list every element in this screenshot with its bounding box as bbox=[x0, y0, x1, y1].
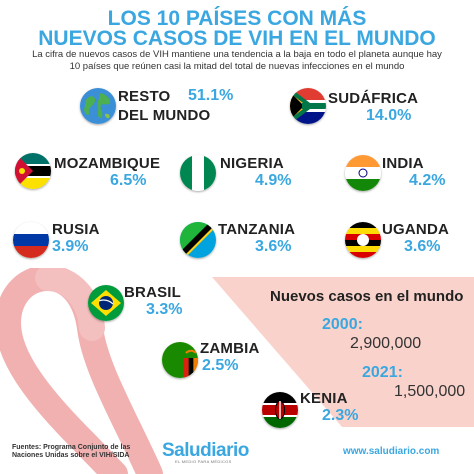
mozambique-flag-icon bbox=[15, 153, 51, 189]
title-line-2: NUEVOS CASOS DE VIH EN EL MUNDO bbox=[38, 27, 436, 50]
country-name: TANZANIA bbox=[218, 221, 296, 238]
cases-value: 1,500,000 bbox=[394, 383, 466, 400]
cases-value: 2,900,000 bbox=[350, 335, 422, 352]
brazil-flag-icon bbox=[88, 285, 124, 321]
awareness-ribbon-icon bbox=[0, 268, 163, 474]
india-flag-icon bbox=[345, 155, 381, 191]
percentage-label: 3.6% bbox=[255, 238, 292, 255]
title-line-1: LOS 10 PAÍSES CON MÁS bbox=[107, 7, 367, 30]
country-name: NIGERIA bbox=[220, 155, 284, 172]
country-name: RUSIA bbox=[52, 221, 100, 238]
tanzania-flag-icon bbox=[180, 222, 216, 258]
percentage-label: 51.1% bbox=[188, 87, 234, 104]
percentage-label: 4.9% bbox=[255, 172, 292, 189]
percentage-label: 14.0% bbox=[366, 107, 412, 124]
globe-icon bbox=[80, 88, 116, 124]
percentage-label: 2.3% bbox=[322, 407, 359, 424]
saludiario-logo: Saludiario bbox=[162, 440, 249, 461]
percentage-label: 3.3% bbox=[146, 301, 183, 318]
year-label: 2021: bbox=[362, 364, 403, 381]
country-name: INDIA bbox=[382, 155, 424, 172]
country-name: UGANDA bbox=[382, 221, 450, 238]
world-cases-title: Nuevos casos en el mundo bbox=[270, 288, 464, 305]
russia-flag-icon bbox=[13, 222, 49, 258]
country-name: MOZAMBIQUE bbox=[54, 155, 161, 172]
percentage-label: 6.5% bbox=[110, 172, 147, 189]
website-link[interactable]: www.saludiario.com bbox=[343, 446, 440, 457]
source-line-2: Naciones Unidas sobre el VIH/SIDA bbox=[12, 452, 130, 459]
world-cases-panel bbox=[212, 277, 474, 427]
logo-tagline: EL MEDIO PARA MÉDICOS bbox=[175, 459, 232, 464]
subtitle-line-1: La cifra de nuevos casos de VIH mantiene… bbox=[32, 49, 442, 60]
country-name: BRASIL bbox=[124, 284, 182, 301]
country-name: KENIA bbox=[300, 390, 348, 407]
zambia-flag-icon bbox=[162, 342, 198, 378]
year-label: 2000: bbox=[322, 316, 363, 333]
nigeria-flag-icon bbox=[180, 155, 216, 191]
source-line-1: Fuentes: Programa Conjunto de las bbox=[12, 444, 131, 451]
country-name: SUDÁFRICA bbox=[328, 90, 419, 107]
south-africa-flag-icon bbox=[290, 88, 326, 124]
percentage-label: 3.6% bbox=[404, 238, 441, 255]
country-name: RESTO bbox=[118, 88, 171, 105]
kenya-flag-icon bbox=[262, 392, 298, 428]
percentage-label: 2.5% bbox=[202, 357, 239, 374]
percentage-label: 3.9% bbox=[52, 238, 89, 255]
percentage-label: 4.2% bbox=[409, 172, 446, 189]
country-name: DEL MUNDO bbox=[118, 107, 211, 124]
country-name: ZAMBIA bbox=[200, 340, 260, 357]
source-note: Fuentes: Programa Conjunto de las Nacion… bbox=[12, 444, 130, 460]
subtitle-line-2: 10 países que reúnen casi la mitad del t… bbox=[69, 61, 405, 72]
uganda-flag-icon bbox=[345, 222, 381, 258]
